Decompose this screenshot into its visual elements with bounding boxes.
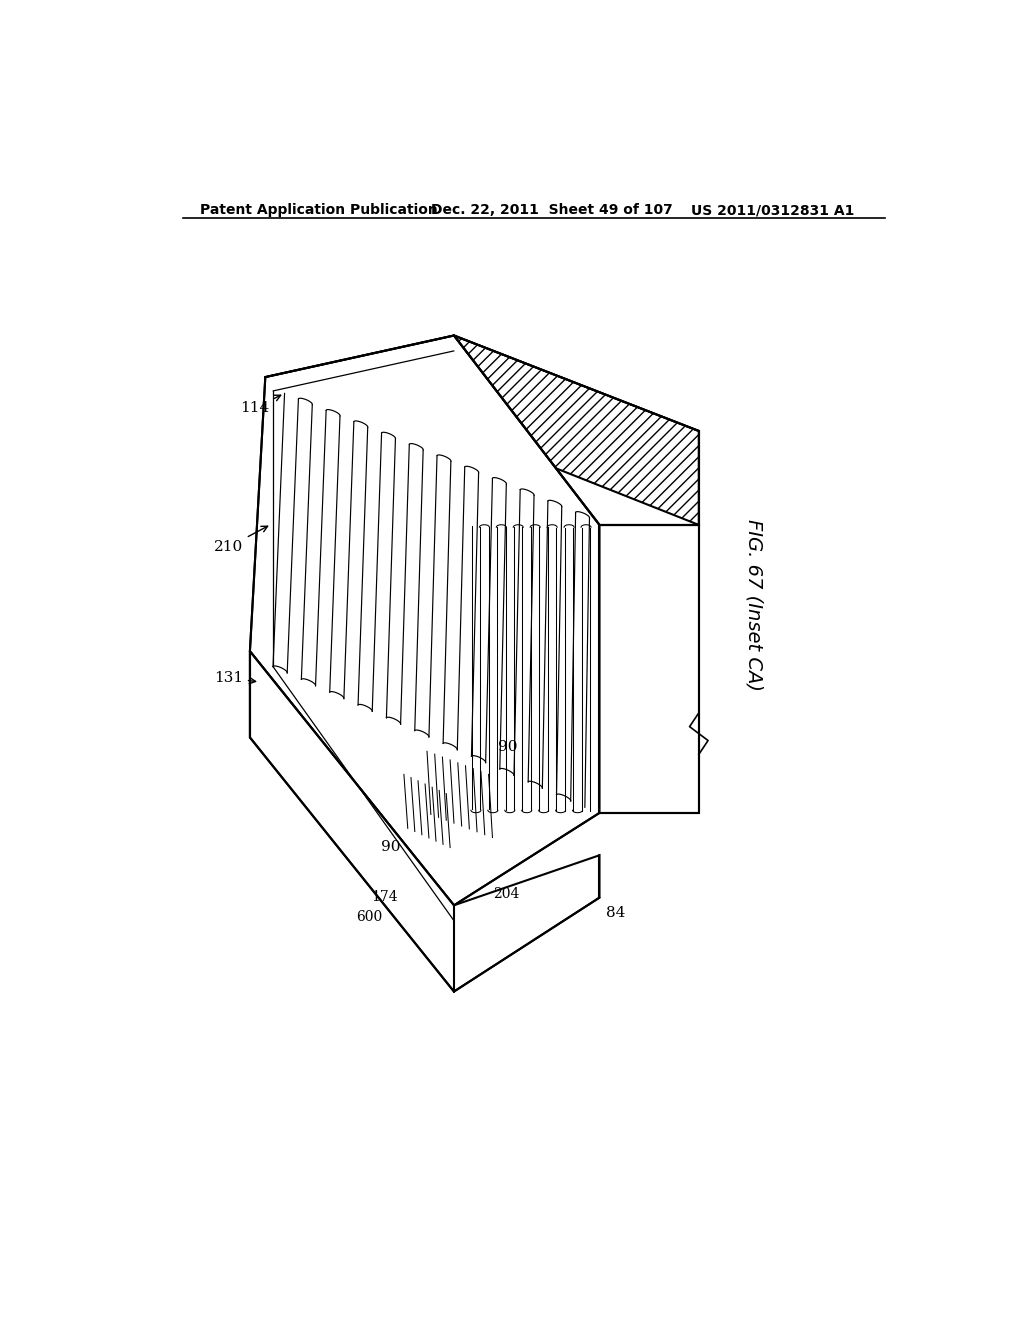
- Text: Dec. 22, 2011  Sheet 49 of 107: Dec. 22, 2011 Sheet 49 of 107: [431, 203, 673, 216]
- Text: 84: 84: [606, 906, 626, 920]
- Text: 90: 90: [381, 841, 400, 854]
- Text: Patent Application Publication: Patent Application Publication: [200, 203, 437, 216]
- Text: 210: 210: [214, 527, 267, 554]
- Text: 90: 90: [498, 741, 517, 754]
- Polygon shape: [454, 335, 698, 525]
- Text: FIG. 67 (Inset CA): FIG. 67 (Inset CA): [744, 519, 764, 690]
- Text: 204: 204: [494, 887, 519, 900]
- Text: 114: 114: [240, 395, 281, 416]
- Polygon shape: [250, 651, 599, 991]
- Text: 600: 600: [356, 909, 382, 924]
- Text: 131: 131: [214, 671, 256, 685]
- Polygon shape: [599, 525, 698, 813]
- Polygon shape: [250, 335, 599, 906]
- Text: 174: 174: [372, 891, 398, 904]
- Text: US 2011/0312831 A1: US 2011/0312831 A1: [691, 203, 854, 216]
